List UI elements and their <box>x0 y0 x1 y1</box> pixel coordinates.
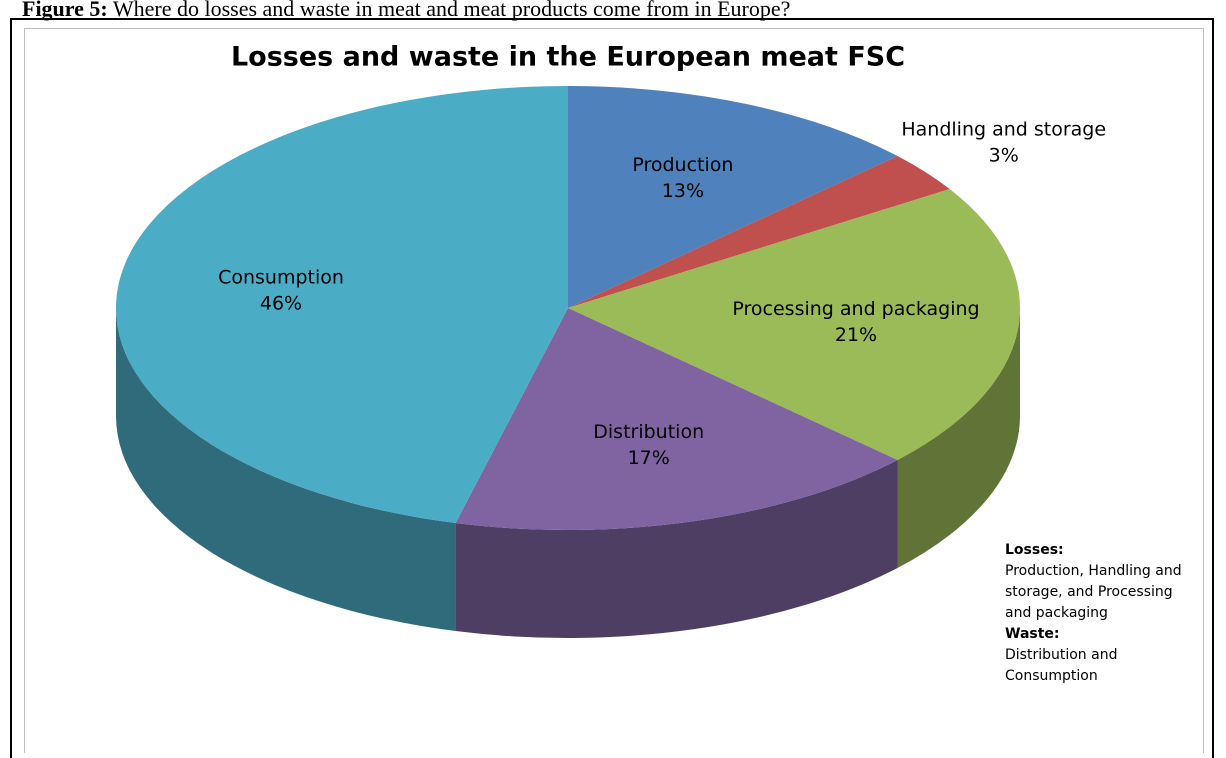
chart-title: Losses and waste in the European meat FS… <box>231 42 905 73</box>
annotation-heading: Losses: <box>1005 542 1064 558</box>
value-label: 13% <box>662 180 704 202</box>
caption-text: Where do losses and waste in meat and me… <box>112 0 791 21</box>
slice-label: Consumption <box>218 267 344 289</box>
slice <box>115 86 569 524</box>
caption: Figure 5: Where do losses and waste in m… <box>22 0 790 22</box>
slice-label: Handling and storage <box>901 119 1106 141</box>
value-label: 21% <box>835 324 877 346</box>
value-label: 3% <box>989 145 1019 167</box>
slice-side <box>115 308 456 632</box>
slice <box>568 156 950 308</box>
slice-label: Processing and packaging <box>732 298 979 320</box>
annotation-text: Production, Handling and storage, and Pr… <box>1005 563 1182 621</box>
figure-frame <box>10 18 1214 758</box>
chart-frame <box>24 28 1204 753</box>
annotation: Losses: Production, Handling and storage… <box>1005 540 1195 687</box>
annotation-heading: Waste: <box>1005 626 1060 642</box>
slice <box>455 308 898 530</box>
slice <box>568 86 898 308</box>
value-label: 17% <box>628 447 670 469</box>
caption-label: Figure 5: <box>22 0 108 21</box>
slice <box>568 189 1020 460</box>
slice-label: Production <box>632 154 733 176</box>
slice-label: Distribution <box>593 421 704 443</box>
slice-side <box>455 459 898 638</box>
slice-side <box>897 308 1020 568</box>
value-label: 46% <box>260 293 302 315</box>
annotation-text: Distribution and Consumption <box>1005 647 1118 684</box>
